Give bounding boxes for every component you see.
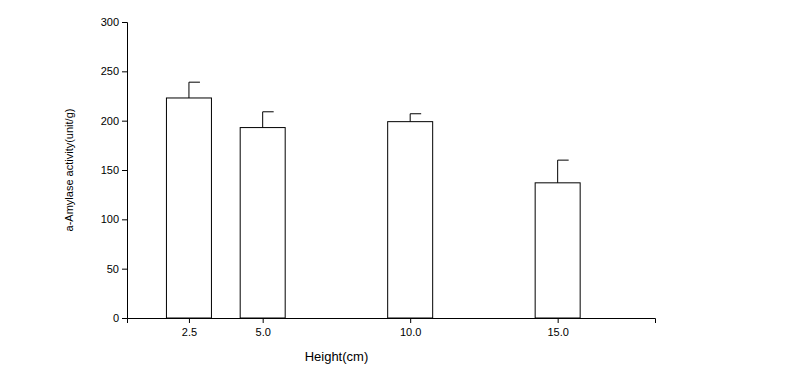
error-line xyxy=(262,112,263,128)
x-tick-mark xyxy=(558,318,559,323)
error-cap xyxy=(263,111,274,112)
y-tick-label: 300 xyxy=(101,16,119,28)
y-tick-label: 0 xyxy=(113,312,119,324)
error-bar xyxy=(189,82,200,98)
x-tick-mark xyxy=(189,318,190,323)
x-tick-label: 2.5 xyxy=(182,326,197,338)
x-tick-mark xyxy=(263,318,264,323)
y-tick: 50 xyxy=(107,263,127,275)
y-tick-label: 200 xyxy=(101,115,119,127)
plot: 2.5 5.0 10.0 15.0 0 50 100 150 200 250 300 xyxy=(101,16,656,338)
x-tick: 15.0 xyxy=(547,318,568,338)
x-tick: 10.0 xyxy=(400,318,421,338)
error-cap xyxy=(558,160,569,161)
bar xyxy=(166,98,211,318)
error-line xyxy=(557,160,558,183)
y-tick-mark xyxy=(122,170,127,171)
x-tick-mark xyxy=(410,318,411,323)
x-tick: 2.5 xyxy=(182,318,197,338)
error-line xyxy=(188,82,189,98)
y-tick-label: 100 xyxy=(101,213,119,225)
bar xyxy=(535,183,580,318)
error-line xyxy=(410,114,411,122)
error-bar xyxy=(410,114,421,122)
x-axis-title: Height(cm) xyxy=(305,349,369,364)
y-axis-title: a-Amylase activity(unit/g) xyxy=(63,109,75,232)
y-tick: 150 xyxy=(101,164,127,176)
y-tick-mark xyxy=(122,318,127,319)
bars xyxy=(166,82,580,318)
y-tick: 200 xyxy=(101,115,127,127)
y-tick: 250 xyxy=(101,65,127,77)
y-tick-label: 50 xyxy=(107,263,119,275)
error-bar xyxy=(558,160,569,183)
x-tick-label: 5.0 xyxy=(256,326,271,338)
x-tick-label: 10.0 xyxy=(400,326,421,338)
x-tick: 5.0 xyxy=(256,318,271,338)
y-tick-mark xyxy=(122,71,127,72)
error-cap xyxy=(189,82,200,83)
bar xyxy=(388,122,433,318)
y-axis-line xyxy=(122,23,128,319)
x-axis: 2.5 5.0 10.0 15.0 xyxy=(128,318,656,338)
x-tick-label: 15.0 xyxy=(547,326,568,338)
error-bar xyxy=(263,112,274,128)
y-axis: 0 50 100 150 200 250 300 xyxy=(101,16,128,324)
y-tick-label: 150 xyxy=(101,164,119,176)
y-tick-mark xyxy=(122,22,127,23)
error-cap xyxy=(410,113,421,114)
x-axis-line xyxy=(128,319,656,324)
chart: 2.5 5.0 10.0 15.0 0 50 100 150 200 250 300 Height(c… xyxy=(0,0,806,377)
y-tick: 100 xyxy=(101,213,127,225)
y-tick-label: 250 xyxy=(101,65,119,77)
y-tick: 0 xyxy=(113,312,127,324)
y-tick-mark xyxy=(122,219,127,220)
y-tick: 300 xyxy=(101,16,127,28)
y-tick-mark xyxy=(122,269,127,270)
y-tick-mark xyxy=(122,121,127,122)
bar xyxy=(240,128,285,318)
